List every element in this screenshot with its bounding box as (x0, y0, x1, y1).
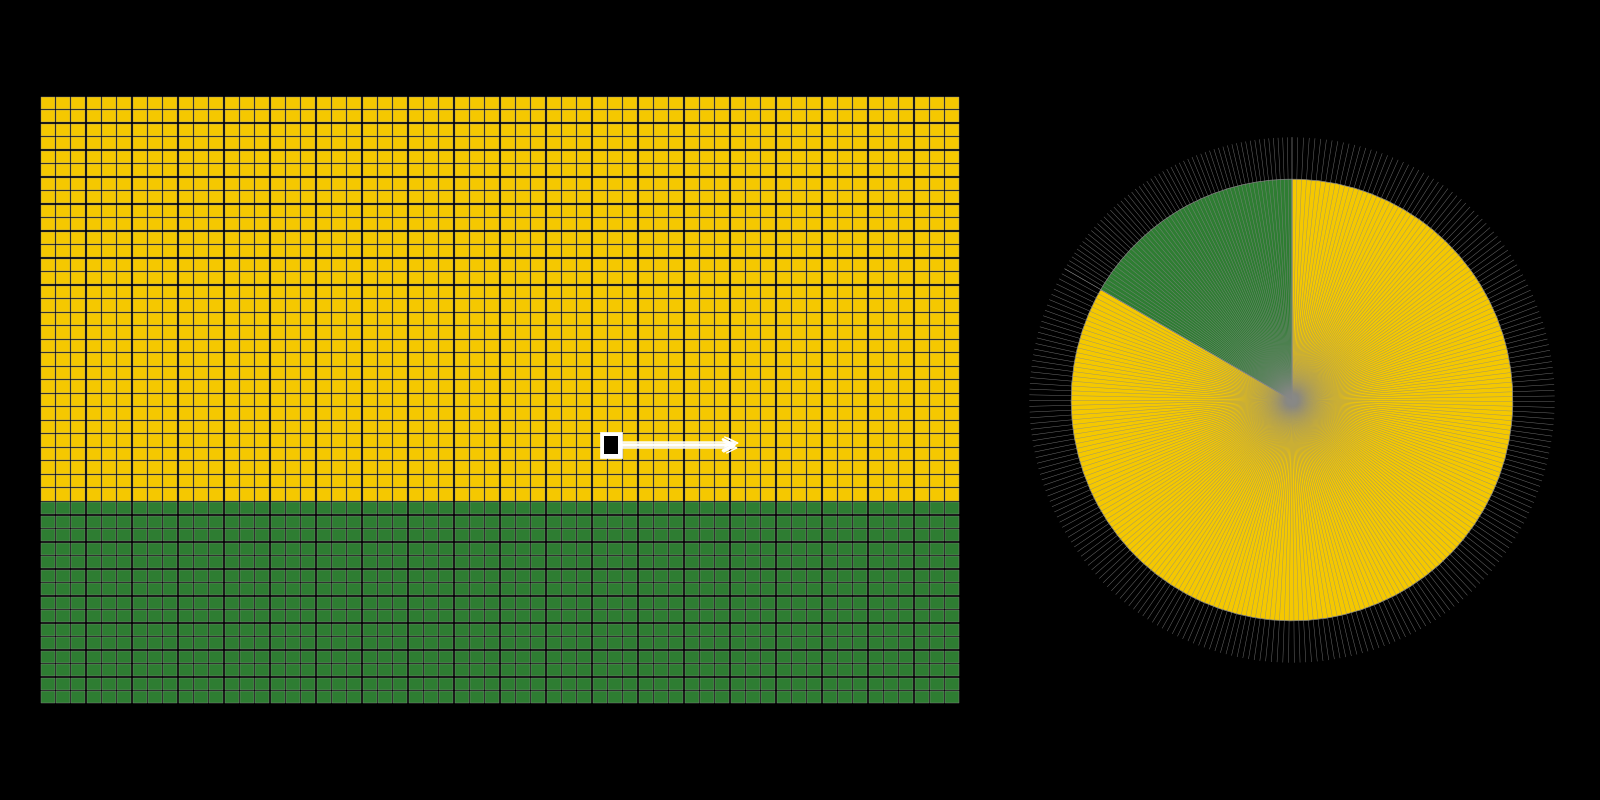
Wedge shape (1072, 179, 1512, 621)
Bar (605, 436, 618, 454)
Bar (600, 432, 622, 458)
Wedge shape (1101, 179, 1293, 400)
